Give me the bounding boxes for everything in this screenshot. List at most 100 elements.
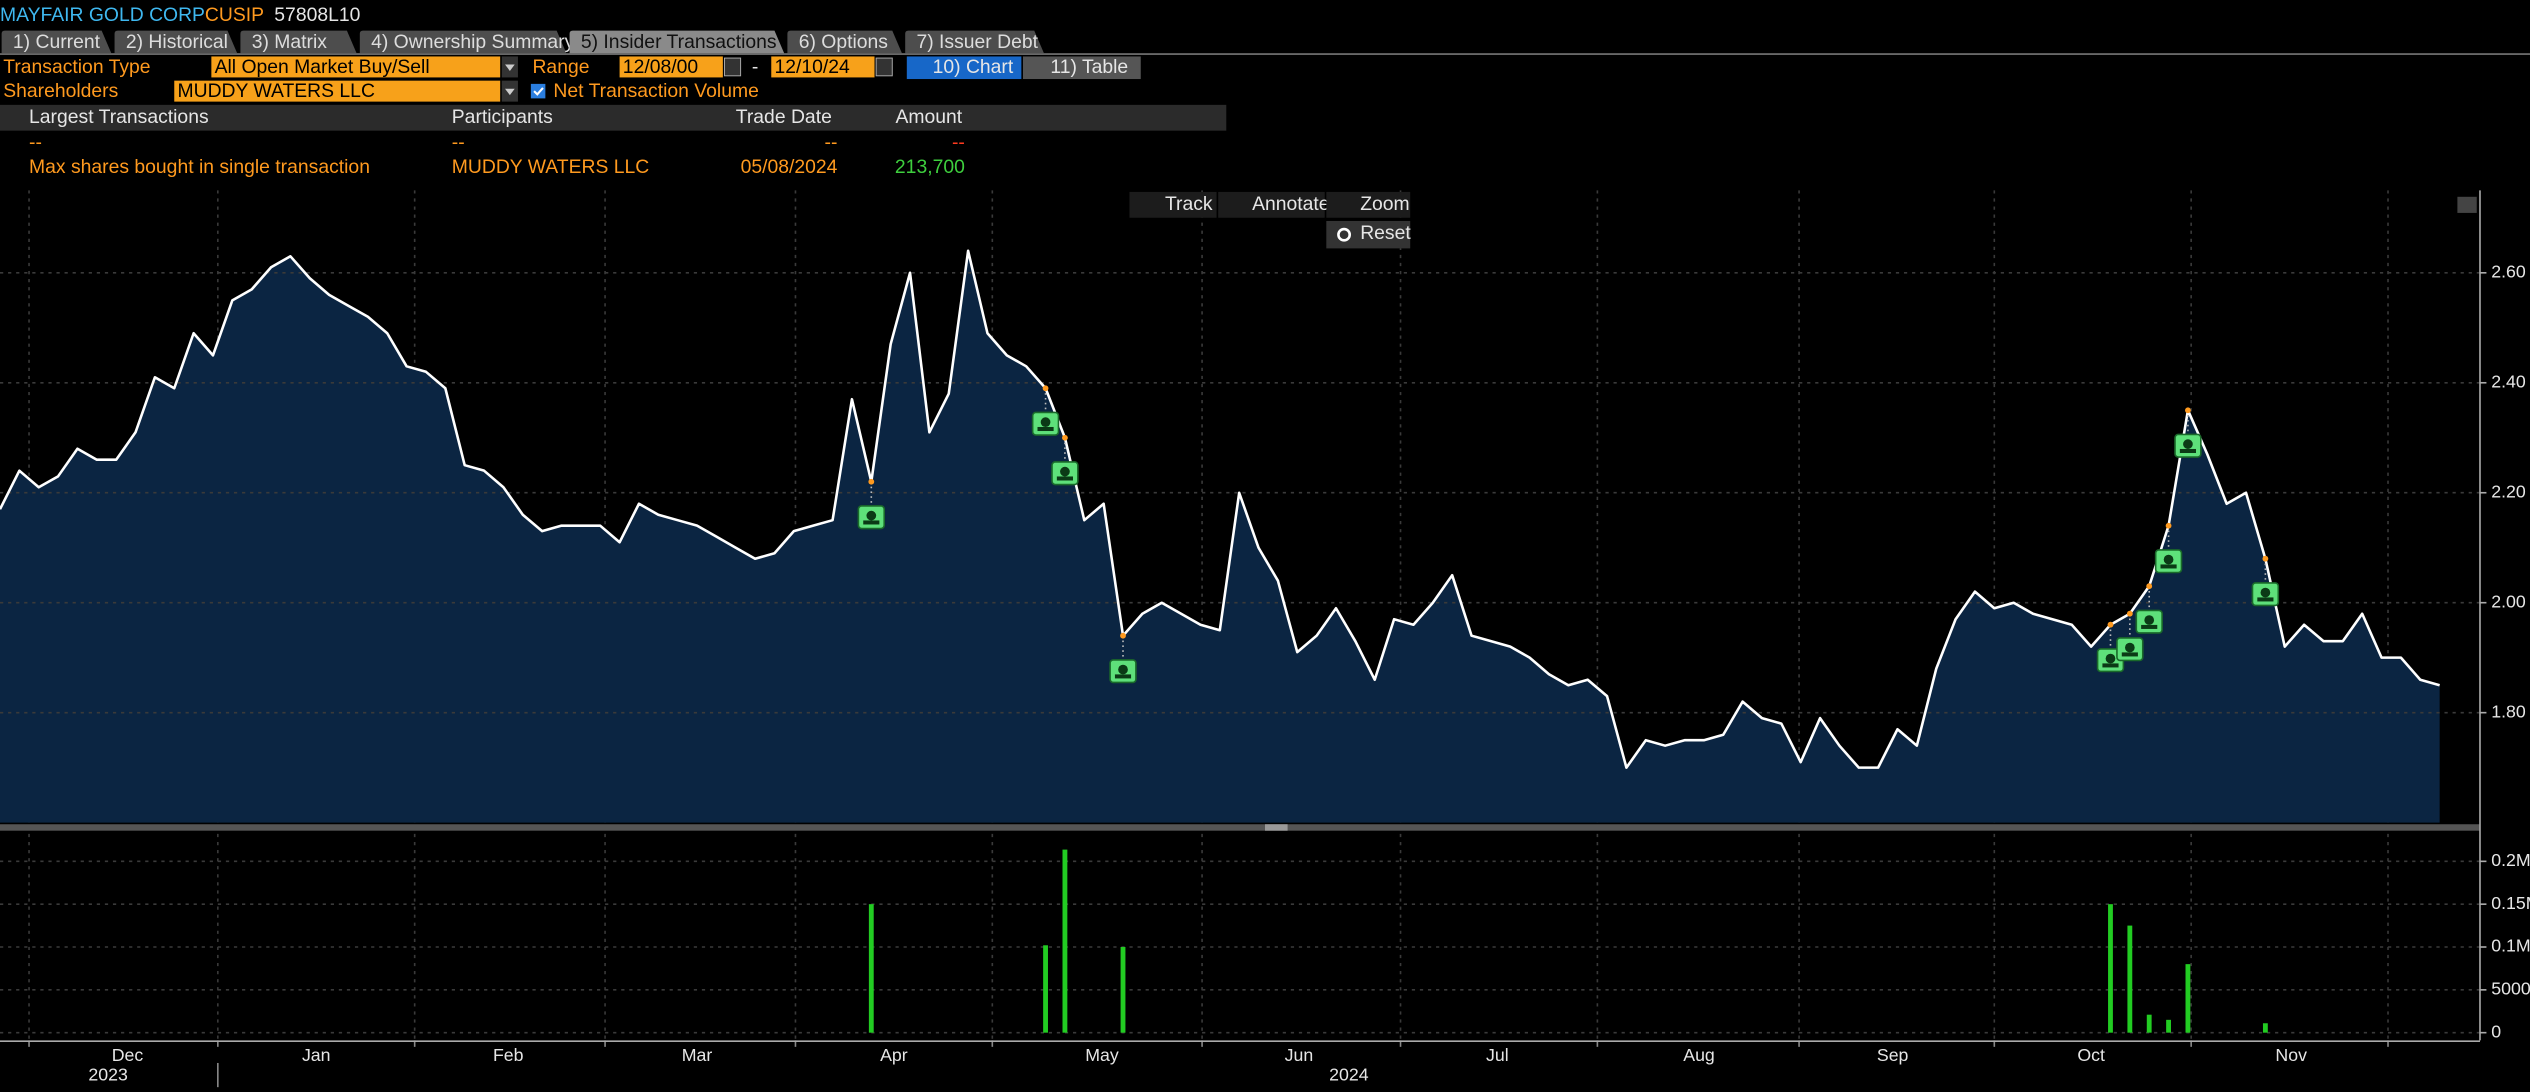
label: Transaction Type <box>3 56 150 78</box>
x-tick-label: Nov <box>2275 1045 2307 1065</box>
transaction-icon-base <box>1114 674 1132 679</box>
toolbar-text: Zoom <box>1360 193 1409 215</box>
tab[interactable] <box>905 30 1044 54</box>
transaction-icon-dot <box>2183 439 2193 449</box>
transaction-icon-base <box>2257 597 2274 602</box>
marker-dot <box>1120 632 1126 639</box>
transaction-icon-dot <box>866 510 877 521</box>
field[interactable] <box>771 56 875 78</box>
cusip-label: CUSIP <box>205 4 264 26</box>
button-text: 10) Chart <box>933 56 1014 78</box>
y-tick-label: 0 <box>2491 1021 2501 1041</box>
toolbar-text: Track <box>1165 193 1213 215</box>
year-label: 2023 <box>88 1065 128 1085</box>
x-tick-label: Apr <box>880 1045 908 1065</box>
transaction-icon-base <box>2141 624 2158 629</box>
table-button[interactable] <box>1022 56 1141 80</box>
volume-bar <box>2146 1014 2152 1033</box>
table-cell: -- <box>952 132 965 154</box>
tab[interactable] <box>114 30 238 54</box>
tab-label: 4) Ownership Summary <box>371 31 575 53</box>
x-tick-label: Jul <box>1486 1045 1509 1065</box>
marker-dot <box>2262 555 2269 562</box>
button-text: 11) Table <box>1050 56 1128 78</box>
transaction-icon-base <box>1056 476 1073 481</box>
tab[interactable] <box>787 30 902 54</box>
label: Shareholders <box>3 80 118 102</box>
volume-bar <box>868 904 874 1033</box>
marker-dot <box>868 478 875 485</box>
tab-label: 1) Current <box>13 31 101 53</box>
dropdown-arrow <box>505 88 515 96</box>
annotate-button[interactable] <box>1218 191 1325 218</box>
zoom-button[interactable] <box>1326 191 1411 218</box>
volume-bar <box>2166 1019 2171 1033</box>
dropdown-arrow <box>505 64 515 71</box>
marker-dot <box>2107 621 2114 628</box>
table-cell: -- <box>825 132 838 154</box>
track-button[interactable] <box>1129 191 1217 218</box>
toolbar-text: Reset <box>1360 222 1411 244</box>
transaction-icon-base <box>1037 426 1054 432</box>
y-tick-label: 0.1M <box>2491 936 2530 956</box>
marker-dot <box>1042 385 1049 392</box>
check <box>533 87 544 96</box>
tab-label: 5) Insider Transactions <box>581 31 777 53</box>
x-tick-label: Aug <box>1683 1045 1715 1065</box>
transaction-icon-dot <box>2163 554 2174 565</box>
transaction-icon-base <box>863 520 880 525</box>
panel-menu[interactable] <box>2457 196 2477 213</box>
volume-bar <box>2262 1023 2268 1033</box>
x-tick-label: Jun <box>1285 1045 1314 1065</box>
marker-dot <box>2146 583 2153 590</box>
checkbox[interactable] <box>530 83 546 99</box>
column-header: Participants <box>452 106 553 128</box>
tab[interactable] <box>359 30 567 54</box>
field[interactable] <box>174 80 501 102</box>
table-cell: -- <box>29 132 42 154</box>
y-tick-label: 2.00 <box>2491 591 2526 611</box>
tab-label: 3) Matrix <box>252 31 328 53</box>
transaction-icon-base <box>2179 448 2197 454</box>
table-cell: Max shares bought in single transaction <box>29 156 370 178</box>
volume-bar <box>1043 945 1048 1033</box>
y-tick-label: 0.2M <box>2491 850 2530 870</box>
x-tick-label: Dec <box>112 1045 144 1065</box>
reset-button[interactable] <box>1326 220 1411 249</box>
chart-button[interactable] <box>906 56 1022 80</box>
tab[interactable] <box>1 30 112 54</box>
x-tick-label: Oct <box>2077 1045 2105 1065</box>
company: MAYFAIR GOLD CORP <box>0 4 205 26</box>
table: Largest Transactions Participants Trade Da… <box>29 106 965 178</box>
transaction-icon-base <box>2121 652 2138 657</box>
field[interactable] <box>211 56 501 78</box>
transaction-icon-base <box>2102 663 2119 668</box>
marker-dot <box>1062 434 1068 441</box>
transaction-icon-dot <box>2125 642 2135 653</box>
y-tick-label: 1.80 <box>2491 701 2526 721</box>
field-text: All Open Market Buy/Sell <box>215 56 430 78</box>
marker-dot <box>2185 407 2191 414</box>
calendar[interactable] <box>723 57 742 77</box>
toolbar-text: Annotate <box>1252 193 1329 215</box>
range-sep: - <box>752 56 758 78</box>
tab[interactable] <box>240 30 357 54</box>
calendar[interactable] <box>875 57 893 77</box>
column-header: Trade Date <box>736 106 832 128</box>
x-tick-label: Feb <box>493 1045 524 1065</box>
field-text: 12/08/00 <box>623 56 698 78</box>
transaction-icon-dot <box>2260 587 2271 598</box>
column-header: Largest Transactions <box>29 106 209 128</box>
cusip: 57808L10 <box>274 4 360 26</box>
transaction-icon-dot <box>1118 664 1128 675</box>
year-label: 2024 <box>1329 1065 1369 1085</box>
transaction-icon-dot <box>2144 615 2155 625</box>
field[interactable] <box>619 56 723 78</box>
volume-bar <box>1120 947 1126 1033</box>
tab[interactable] <box>569 30 785 54</box>
table-cell: 05/08/2024 <box>741 156 838 178</box>
marker-dot <box>2126 610 2133 617</box>
tab-label: 2) Historical <box>126 31 228 53</box>
tab-label: 6) Options <box>799 31 888 53</box>
